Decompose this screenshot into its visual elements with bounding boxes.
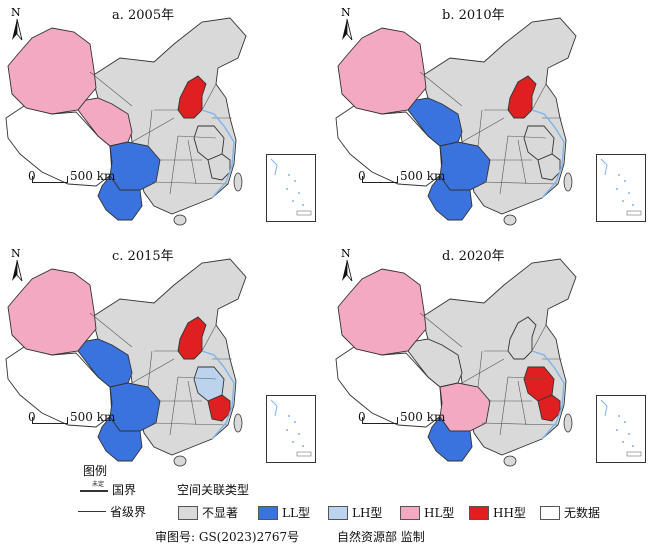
island [563,413,573,433]
scale-distance: 500 km [70,410,116,424]
scale-distance: 500 km [400,169,446,183]
region-yunnan [427,416,473,462]
region-sichuan [439,141,491,191]
swatch [178,506,198,520]
island [233,413,243,433]
coastline [531,109,565,199]
island [503,455,517,467]
association-type-title: 空间关联类型 [177,483,250,497]
svg-text:N: N [11,247,21,260]
supervisor-label: 自然资源部 监制 [336,530,425,544]
panel-title: d. 2020年 [442,249,505,264]
region-yunnan [97,416,143,462]
scale-zero: 0 [358,410,366,424]
region-beijing-hebei [507,75,537,119]
scale-bar: 0 500 km [28,407,138,431]
north-arrow-icon: N [8,6,26,42]
south-china-sea-inset [266,154,316,222]
south-china-sea-inset [596,395,646,463]
scale-distance: 500 km [70,169,116,183]
svg-text:N: N [341,6,351,19]
region-yunnan [427,175,473,221]
north-arrow-icon: N [338,247,356,283]
provincial-border-symbol [78,511,106,512]
south-china-sea-inset [596,154,646,222]
south-china-sea-inset [266,395,316,463]
scale-zero: 0 [358,169,366,183]
provincial-borders [89,312,232,436]
region-xinjiang [7,27,97,115]
region-beijing-hebei [177,75,207,119]
national-border-symbol: 未定 [80,481,108,496]
region-beijing-hebei [177,316,207,360]
island [563,172,573,192]
national-border-label: 国界 [112,483,137,497]
region-sichuan [439,382,491,432]
swatch [540,506,560,520]
north-arrow-icon: N [8,247,26,283]
swatch [400,506,420,520]
undetermined-label: 未定 [92,481,105,488]
island [173,214,187,226]
legend: 图例 未定 国界 省级界 空间关联类型 不显著 LL型 LH型 HL型 HH型 [0,460,650,548]
region-sichuan [109,141,161,191]
region-qinghai [407,338,463,388]
svg-text:N: N [11,6,21,19]
scale-zero: 0 [28,169,36,183]
scale-bar: 0 500 km [358,407,468,431]
swatch [328,506,348,520]
scale-bar: 0 500 km [28,166,138,190]
choropleth-map [335,258,577,467]
panel-title: a. 2005年 [112,8,175,23]
legend-title: 图例 [83,464,108,478]
choropleth-map [5,258,247,467]
scale-zero: 0 [28,410,36,424]
provincial-borders [89,71,232,195]
provincial-borders [419,312,562,436]
scale-bar: 0 500 km [358,166,468,190]
panel-title: b. 2010年 [442,8,505,23]
region-sichuan [109,382,161,432]
provincial-border-label: 省级界 [110,505,147,519]
swatch [469,506,489,520]
svg-text:N: N [341,247,351,260]
region-qinghai [77,338,133,388]
choropleth-map [335,17,577,226]
island [503,214,517,226]
region-yunnan [97,175,143,221]
region-xinjiang [7,268,97,356]
island [173,455,187,467]
panel-title: c. 2015年 [112,249,174,264]
region-qinghai [77,97,133,147]
map-credit: 审图号: GS(2023)2767号 自然资源部 监制 [155,528,459,545]
coastline [201,109,235,199]
island [233,172,243,192]
region-xinjiang [337,268,427,356]
region-xinjiang [337,27,427,115]
scale-distance: 500 km [400,410,446,424]
coastline [201,350,235,440]
north-arrow-icon: N [338,6,356,42]
coastline [531,350,565,440]
region-beijing-hebei [507,316,537,360]
provincial-borders [419,71,562,195]
choropleth-map [5,17,247,226]
region-qinghai [407,97,463,147]
review-number: 审图号: GS(2023)2767号 [155,530,300,544]
swatch [258,506,278,520]
